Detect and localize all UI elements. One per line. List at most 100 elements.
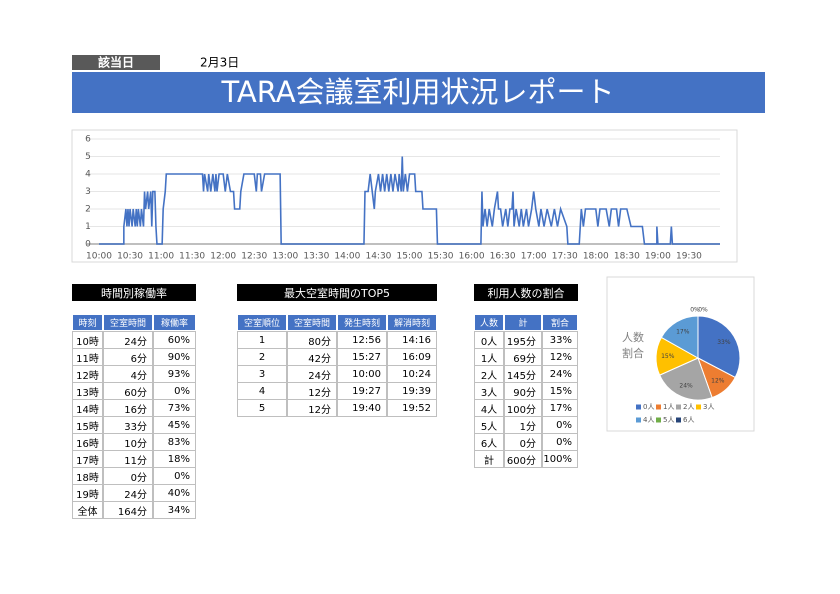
x-tick-label: 19:00	[645, 252, 671, 262]
table-cell: 13時	[72, 382, 103, 400]
pie-label: 0%	[698, 307, 708, 314]
table-cell: 全体	[72, 501, 103, 519]
table-cell: 11分	[103, 450, 153, 468]
date: 2月3日	[200, 56, 239, 70]
table-header: 人数	[474, 314, 504, 331]
legend-label: 4人	[643, 416, 654, 424]
table-cell: 16時	[72, 433, 103, 451]
table-cell: 14:16	[387, 331, 437, 349]
table-cell: 100%	[542, 450, 578, 468]
table-cell: 12%	[542, 348, 578, 366]
table-cell: 100分	[504, 399, 542, 417]
x-tick-label: 13:30	[303, 252, 329, 262]
table-cell: 12時	[72, 365, 103, 383]
table-cell: 10:00	[337, 365, 387, 383]
table-cell: 0%	[153, 382, 196, 400]
table-cell: 6人	[474, 433, 504, 451]
table-cell: 15%	[542, 382, 578, 400]
table-cell: 4	[237, 382, 287, 400]
x-tick-label: 12:00	[210, 252, 236, 262]
table-cell: 12分	[287, 382, 337, 400]
table-cell: 3	[237, 365, 287, 383]
y-tick-label: 6	[85, 135, 91, 145]
table-cell: 1	[237, 331, 287, 349]
table-cell: 195分	[504, 331, 542, 349]
pie-slice	[697, 315, 741, 379]
x-tick-label: 17:30	[552, 252, 578, 262]
table-cell: 0%	[542, 416, 578, 434]
table-cell: 145分	[504, 365, 542, 383]
table-header: 発生時刻	[337, 314, 387, 331]
table-cell: 10時	[72, 331, 103, 349]
table-cell: 2人	[474, 365, 504, 383]
x-tick-label: 18:00	[583, 252, 609, 262]
table-cell: 24分	[103, 331, 153, 349]
table-cell: 0%	[153, 467, 196, 485]
legend-swatch	[656, 404, 661, 410]
table-cell: 34%	[153, 501, 196, 519]
table-cell: 2	[237, 348, 287, 366]
table-cell: 6分	[103, 348, 153, 366]
x-tick-label: 19:30	[676, 252, 702, 262]
y-tick-label: 0	[85, 240, 91, 250]
y-tick-label: 3	[85, 187, 91, 197]
table-cell: 0分	[504, 433, 542, 451]
table-cell: 10分	[103, 433, 153, 451]
table-header: 空室時間	[103, 314, 153, 331]
title-bar	[72, 72, 765, 113]
table-cell: 40%	[153, 484, 196, 502]
table-title: 時間別稼働率	[72, 284, 196, 301]
table-header: 計	[504, 314, 542, 331]
x-tick-label: 17:00	[521, 252, 547, 262]
x-tick-label: 12:30	[241, 252, 267, 262]
table-cell: 80分	[287, 331, 337, 349]
legend-swatch	[636, 417, 641, 423]
table-cell: 24%	[542, 365, 578, 383]
table-header: 時刻	[72, 314, 103, 331]
pie-slice	[658, 357, 713, 401]
pie-label: 33%	[717, 339, 731, 346]
title: TARA会議室利用状況レポート	[220, 75, 614, 109]
table-cell: 5人	[474, 416, 504, 434]
table-cell: 11時	[72, 348, 103, 366]
line-chart-frame	[71, 129, 738, 263]
table-cell: 17時	[72, 450, 103, 468]
x-tick-label: 16:00	[459, 252, 485, 262]
legend-label: 6人	[683, 416, 694, 424]
table-cell: 42分	[287, 348, 337, 366]
y-tick-label: 5	[85, 152, 91, 162]
pie-slice	[660, 315, 699, 359]
x-tick-label: 15:00	[397, 252, 423, 262]
table-cell: 60分	[103, 382, 153, 400]
table-cell: 19時	[72, 484, 103, 502]
table-cell: 0分	[103, 467, 153, 485]
table-cell: 83%	[153, 433, 196, 451]
table-title: 利用人数の割合	[474, 284, 578, 301]
table-cell: 90%	[153, 348, 196, 366]
legend-label: 1人	[663, 403, 674, 411]
date-label: 該当日	[98, 55, 134, 70]
y-tick-label: 2	[85, 205, 91, 215]
table-cell: 19:52	[387, 399, 437, 417]
pie-title: 割合	[622, 346, 644, 360]
table-cell: 164分	[103, 501, 153, 519]
table-cell: 17%	[542, 399, 578, 417]
table-cell: 600分	[504, 450, 542, 468]
table-header: 空室順位	[237, 314, 287, 331]
x-tick-label: 14:00	[334, 252, 360, 262]
pie-label: 12%	[711, 377, 725, 384]
legend-swatch	[676, 404, 681, 410]
table-header: 解消時刻	[387, 314, 437, 331]
table-cell: 19:40	[337, 399, 387, 417]
table-cell: 19:27	[337, 382, 387, 400]
table-cell: 5	[237, 399, 287, 417]
table-cell: 4分	[103, 365, 153, 383]
table-cell: 12分	[287, 399, 337, 417]
x-tick-label: 10:30	[117, 252, 143, 262]
legend-swatch	[636, 404, 641, 410]
x-tick-label: 16:30	[490, 252, 516, 262]
table-cell: 計	[474, 450, 504, 468]
line	[99, 156, 720, 245]
